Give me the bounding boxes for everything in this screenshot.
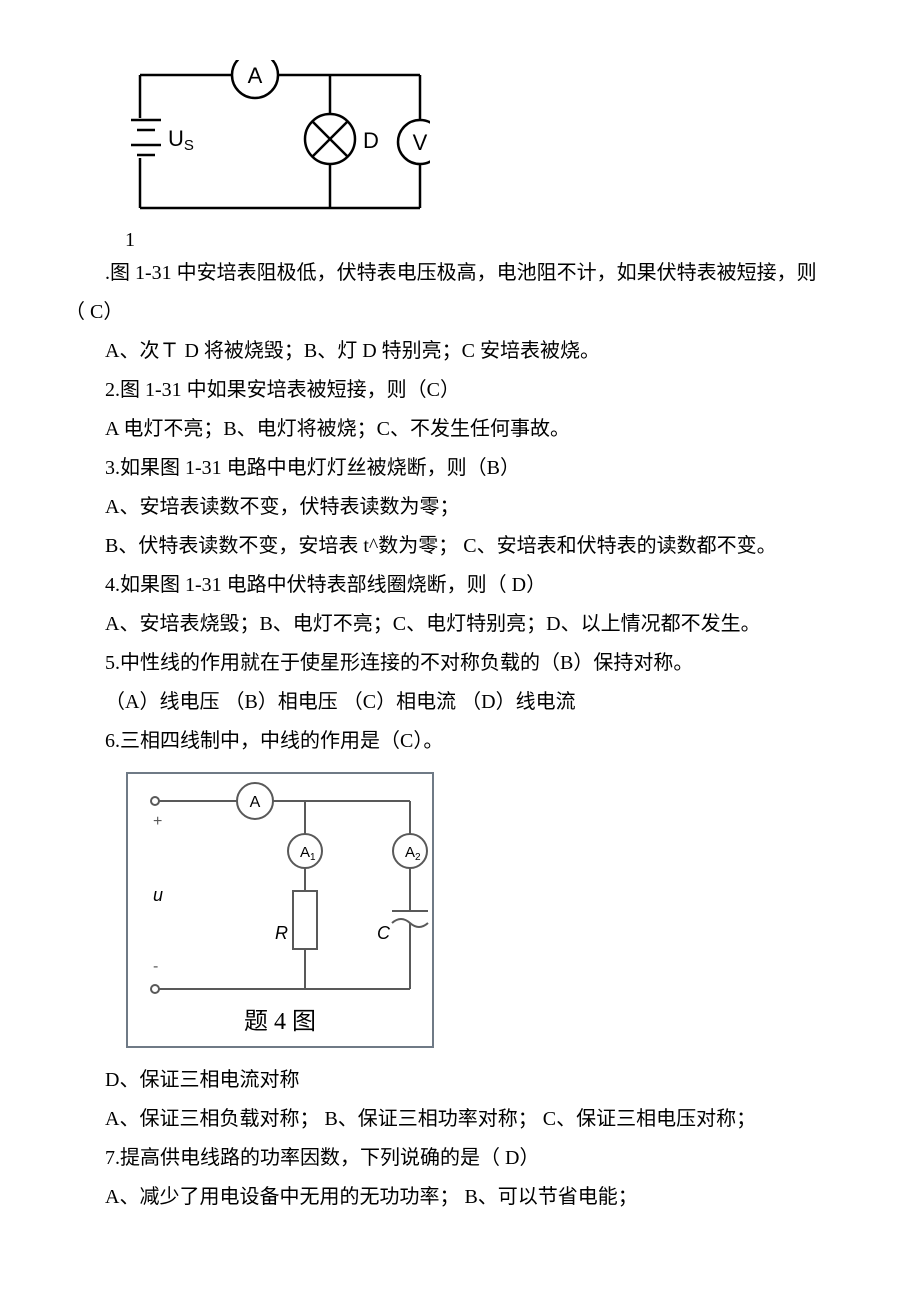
ammeter-a2-sub: 2 <box>415 852 421 863</box>
answer-3a: A、安培表读数不变，伏特表读数为零； <box>65 488 855 527</box>
answer-5: （A）线电压 （B）相电压 （C）相电流 （D）线电流 <box>65 683 855 722</box>
question-1-line-2: （ C） <box>65 293 855 332</box>
ammeter-a-label: A <box>250 794 261 811</box>
question-1-line-1: .图 1-31 中安培表阻极低，伏特表电压极高，电池阻不计，如果伏特表被短接，则 <box>65 254 855 293</box>
voltmeter-label: V <box>413 130 428 155</box>
answer-3b: B、伏特表读数不变，安培表 t^数为零； C、安培表和伏特表的读数都不变。 <box>65 527 855 566</box>
capacitor-label: C <box>377 923 391 943</box>
plus-label: + <box>153 813 162 830</box>
ammeter-a1-label: A <box>300 844 310 861</box>
question-5: 5.中性线的作用就在于使星形连接的不对称负载的（B）保持对称。 <box>65 644 855 683</box>
figure-caption: 题 4 图 <box>244 1009 316 1035</box>
source-label-s: S <box>184 137 194 154</box>
circuit-diagram-1: A D V US <box>125 60 855 218</box>
minus-label: - <box>153 958 158 975</box>
resistor-label: R <box>275 923 288 943</box>
ammeter-label: A <box>248 63 263 88</box>
question-4: 4.如果图 1-31 电路中伏特表部线圈烧断，则（ D） <box>65 566 855 605</box>
answer-2: A 电灯不亮；B、电灯将被烧；C、不发生任何事故。 <box>65 410 855 449</box>
question-7: 7.提高供电线路的功率因数，下列说确的是（ D） <box>65 1139 855 1178</box>
answer-7: A、减少了用电设备中无用的无功功率； B、可以节省电能； <box>65 1178 855 1217</box>
question-3: 3.如果图 1-31 电路中电灯灯丝被烧断，则（B） <box>65 449 855 488</box>
question-number-1: 1 <box>125 226 855 254</box>
answer-6d: D、保证三相电流对称 <box>65 1061 855 1100</box>
lamp-label: D <box>363 128 379 153</box>
ammeter-a2-label: A <box>405 844 415 861</box>
question-2: 2.图 1-31 中如果安培表被短接，则（C） <box>65 371 855 410</box>
answer-1: A、次Ｔ D 将被烧毁；B、灯 D 特别亮；C 安培表被烧。 <box>65 332 855 371</box>
voltage-label: u <box>153 885 163 905</box>
source-label-u: U <box>168 126 184 151</box>
svg-text:US: US <box>168 126 194 154</box>
ammeter-a1-sub: 1 <box>310 852 316 863</box>
answer-6abc: A、保证三相负载对称； B、保证三相功率对称； C、保证三相电压对称； <box>65 1100 855 1139</box>
question-6: 6.三相四线制中，中线的作用是（C）。 <box>65 722 855 761</box>
answer-4: A、安培表烧毁；B、电灯不亮；C、电灯特别亮；D、以上情况都不发生。 <box>65 605 855 644</box>
circuit-diagram-2: A A1 A2 R C u + - 题 4 图 <box>125 771 855 1049</box>
